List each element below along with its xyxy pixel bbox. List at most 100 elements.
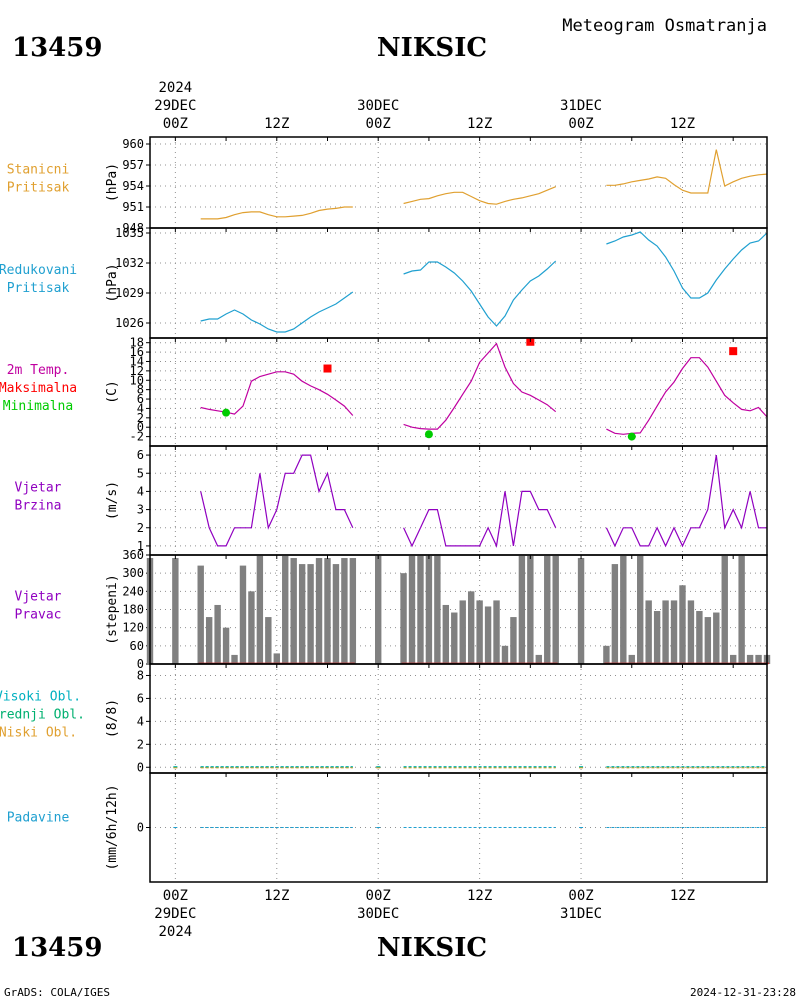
y-tick-label: 4 (137, 401, 144, 415)
y-axis-unit: (C) (105, 380, 120, 403)
y-tick-label: 951 (122, 200, 144, 214)
footer-timestamp: 2024-12-31-23:28 (690, 986, 796, 999)
panel-label-line: Visoki Obl. (0, 690, 81, 705)
wind-direction-bar (290, 558, 297, 664)
wind-direction-bar (544, 555, 551, 664)
day-label-bottom: 31DEC (560, 906, 602, 922)
series-line-wind_speed (403, 490, 557, 548)
wind-direction-bar (535, 654, 542, 664)
y-tick-label: 14 (130, 354, 144, 368)
wind-direction-bar (713, 612, 720, 664)
y-tick-label: 4 (137, 484, 144, 498)
wind-direction-bar (501, 645, 509, 664)
time-tick-label-top: 12Z (670, 116, 695, 132)
footer-credit: GrADS: COLA/IGES (4, 986, 110, 999)
y-tick-label: 0 (137, 821, 144, 835)
wind-direction-bar (670, 600, 678, 664)
wind-direction-bar (408, 555, 416, 664)
wind-direction-bar (484, 606, 492, 664)
y-tick-label: 18 (130, 336, 144, 350)
y-tick-label: 1 (137, 539, 144, 553)
wind-direction-bar (577, 558, 585, 664)
wind-direction-bar (679, 585, 686, 664)
panel-station_pressure: 948 951 954 957 960 Stanicni Pritisak (hPa) (7, 136, 768, 235)
panel-label-line: Stanicni (7, 163, 70, 178)
y-tick-label: 2 (137, 411, 144, 425)
y-tick-label: 12 (130, 364, 144, 378)
wind-direction-bar (239, 565, 247, 664)
wind-direction-bar (197, 565, 204, 664)
panel-frame (149, 136, 768, 229)
y-tick-label: 8 (137, 668, 144, 682)
day-label-bottom: 29DEC (154, 906, 196, 922)
time-tick-label-top: 00Z (366, 116, 391, 132)
panel-frame (149, 337, 768, 447)
time-tick-label-bottom: 00Z (366, 888, 391, 904)
station-name-bottom: NIKSIC (377, 933, 487, 963)
y-tick-label: 2 (137, 737, 144, 751)
time-tick-label-bottom: 00Z (163, 888, 188, 904)
panel-label-line: Pravac (15, 608, 62, 623)
y-axis-unit: (m/s) (105, 481, 120, 520)
panel-label-line: Minimalna (3, 399, 73, 414)
day-label-top: 30DEC (357, 98, 399, 114)
time-tick-label-top: 12Z (467, 116, 492, 132)
wind-direction-bar (459, 600, 466, 664)
y-tick-label: 300 (122, 566, 144, 580)
panel-label-line: Maksimalna (0, 381, 77, 396)
y-tick-label: 60 (130, 639, 144, 653)
time-tick-label-bottom: 12Z (264, 888, 289, 904)
wind-direction-bar (687, 600, 695, 664)
tmin-marker (424, 430, 433, 439)
y-axis-unit: (8/8) (105, 699, 120, 738)
product-title: Meteogram Osmatranja (562, 16, 767, 36)
wind-direction-bar (738, 555, 745, 664)
station-name-top: NIKSIC (377, 33, 487, 63)
y-tick-label: 6 (137, 691, 144, 705)
wind-direction-bar (273, 653, 280, 664)
wind-direction-bar (375, 555, 382, 664)
y-tick-label: 957 (122, 158, 144, 172)
time-tick-label-top: 00Z (568, 116, 593, 132)
wind-direction-bar (400, 573, 407, 664)
panel-frame (149, 772, 768, 883)
y-tick-label: 8 (137, 383, 144, 397)
wind-direction-bar (653, 611, 661, 664)
wind-direction-bar (451, 612, 458, 664)
series-line-wind_speed (200, 454, 354, 547)
y-tick-label: 1032 (115, 256, 144, 270)
wind-direction-bar (746, 654, 754, 664)
time-tick-label-bottom: 12Z (467, 888, 492, 904)
panel-wind_speed: 1 2 3 4 5 6 Vjetar Brzina (m/s) (15, 445, 768, 556)
year-label-top: 2024 (158, 80, 192, 96)
y-tick-label: 960 (122, 137, 144, 151)
panel-frame (149, 663, 768, 774)
panel-frame (149, 227, 768, 339)
wind-direction-bar (476, 600, 483, 664)
wind-direction-bar (755, 654, 762, 664)
panel-label-line: Vjetar (15, 481, 62, 496)
wind-direction-bar (248, 591, 255, 664)
time-tick-label-top: 12Z (264, 116, 289, 132)
panel-precipitation: 0 Padavine (mm/6h/12h) (7, 772, 768, 883)
panel-label-line: Pritisak (7, 281, 70, 296)
series-line-station_pressure (200, 206, 353, 220)
wind-direction-bar (222, 627, 230, 664)
panel-label-line: Brzina (15, 499, 62, 514)
station-id-bottom: 13459 (12, 933, 102, 963)
y-tick-label: 954 (122, 179, 144, 193)
panel-label-line: Redukovani (0, 263, 77, 278)
wind-direction-bar (214, 604, 221, 664)
wind-direction-bar (442, 604, 450, 664)
y-tick-label: 0 (137, 657, 144, 671)
wind-direction-bar (527, 555, 534, 664)
year-label-bottom: 2024 (158, 924, 192, 940)
wind-direction-bar (493, 600, 500, 664)
y-tick-label: 1029 (115, 286, 144, 300)
y-axis-unit: (mm/6h/12h) (105, 784, 120, 870)
y-tick-label: 180 (122, 603, 144, 617)
wind-direction-bar (467, 591, 475, 664)
